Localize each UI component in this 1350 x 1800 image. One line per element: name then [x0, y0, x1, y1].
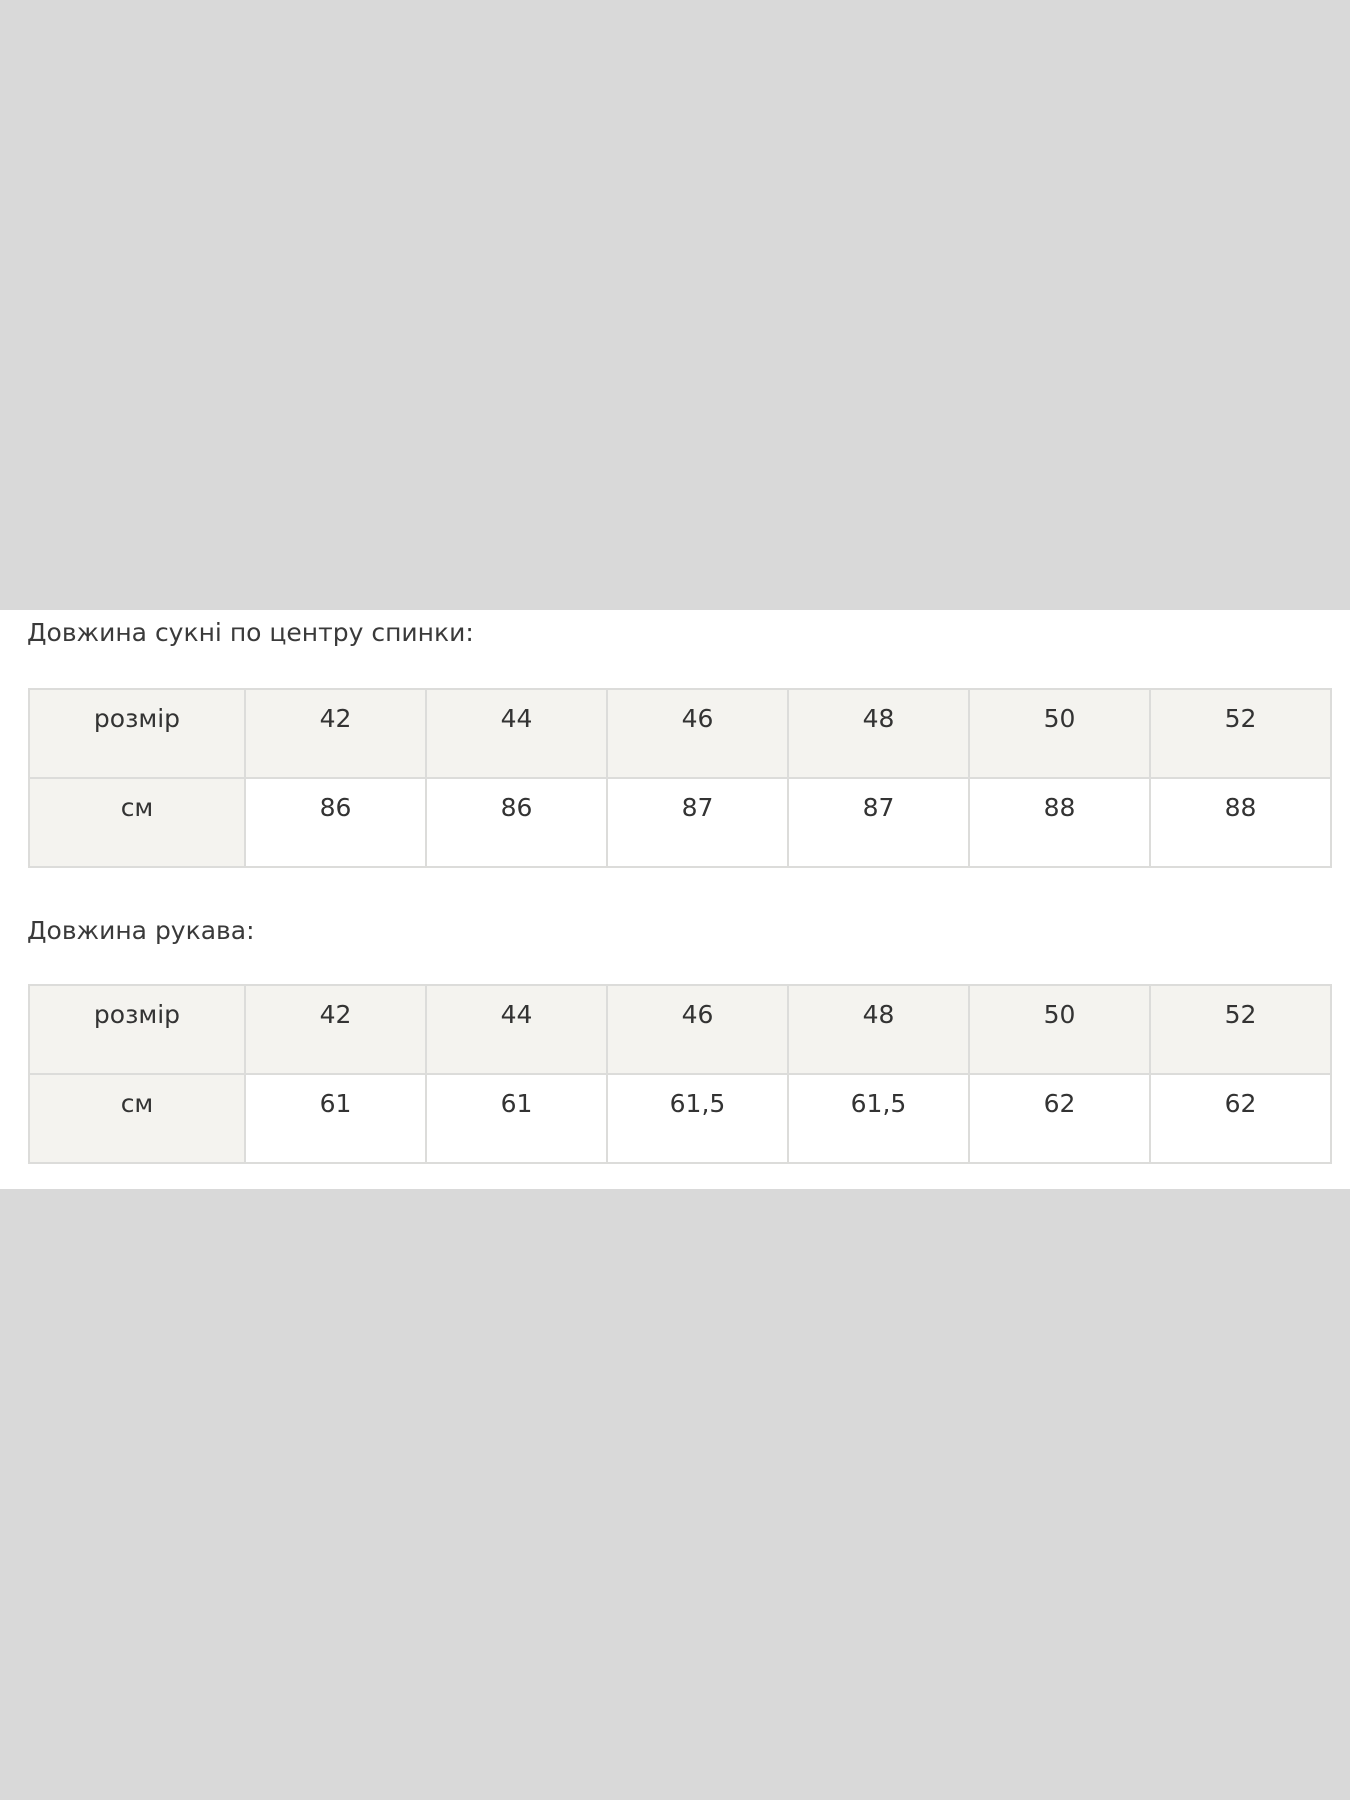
- size-table-sleeve-length: розмір 42 44 46 48 50 52 см 61 61 61,5 6…: [28, 984, 1332, 1164]
- section-title-sleeve-length: Довжина рукава:: [27, 916, 255, 945]
- size-cell: 48: [787, 688, 970, 779]
- size-cell: 46: [606, 688, 789, 779]
- size-cell: 46: [606, 984, 789, 1075]
- value-cell: 61: [425, 1073, 608, 1164]
- size-cell: 50: [968, 688, 1151, 779]
- header-label: розмір: [28, 984, 246, 1075]
- value-cell: 88: [968, 777, 1151, 868]
- size-cell: 52: [1149, 688, 1332, 779]
- size-cell: 44: [425, 984, 608, 1075]
- size-cell: 50: [968, 984, 1151, 1075]
- value-cell: 86: [425, 777, 608, 868]
- value-cell: 61,5: [787, 1073, 970, 1164]
- value-cell: 86: [244, 777, 427, 868]
- value-cell: 62: [1149, 1073, 1332, 1164]
- value-cell: 87: [606, 777, 789, 868]
- size-cell: 42: [244, 984, 427, 1075]
- row-label: см: [28, 1073, 246, 1164]
- table-row-values: см 61 61 61,5 61,5 62 62: [28, 1073, 1332, 1164]
- value-cell: 61: [244, 1073, 427, 1164]
- size-cell: 44: [425, 688, 608, 779]
- section-title-dress-length: Довжина сукні по центру спинки:: [27, 618, 474, 647]
- size-table-dress-length: розмір 42 44 46 48 50 52 см 86 86 87 87 …: [28, 688, 1332, 868]
- size-cell: 48: [787, 984, 970, 1075]
- value-cell: 61,5: [606, 1073, 789, 1164]
- table-row-values: см 86 86 87 87 88 88: [28, 777, 1332, 868]
- table-row-sizes: розмір 42 44 46 48 50 52: [28, 688, 1332, 779]
- table-row-sizes: розмір 42 44 46 48 50 52: [28, 984, 1332, 1075]
- value-cell: 62: [968, 1073, 1151, 1164]
- header-label: розмір: [28, 688, 246, 779]
- value-cell: 87: [787, 777, 970, 868]
- size-cell: 52: [1149, 984, 1332, 1075]
- size-cell: 42: [244, 688, 427, 779]
- value-cell: 88: [1149, 777, 1332, 868]
- row-label: см: [28, 777, 246, 868]
